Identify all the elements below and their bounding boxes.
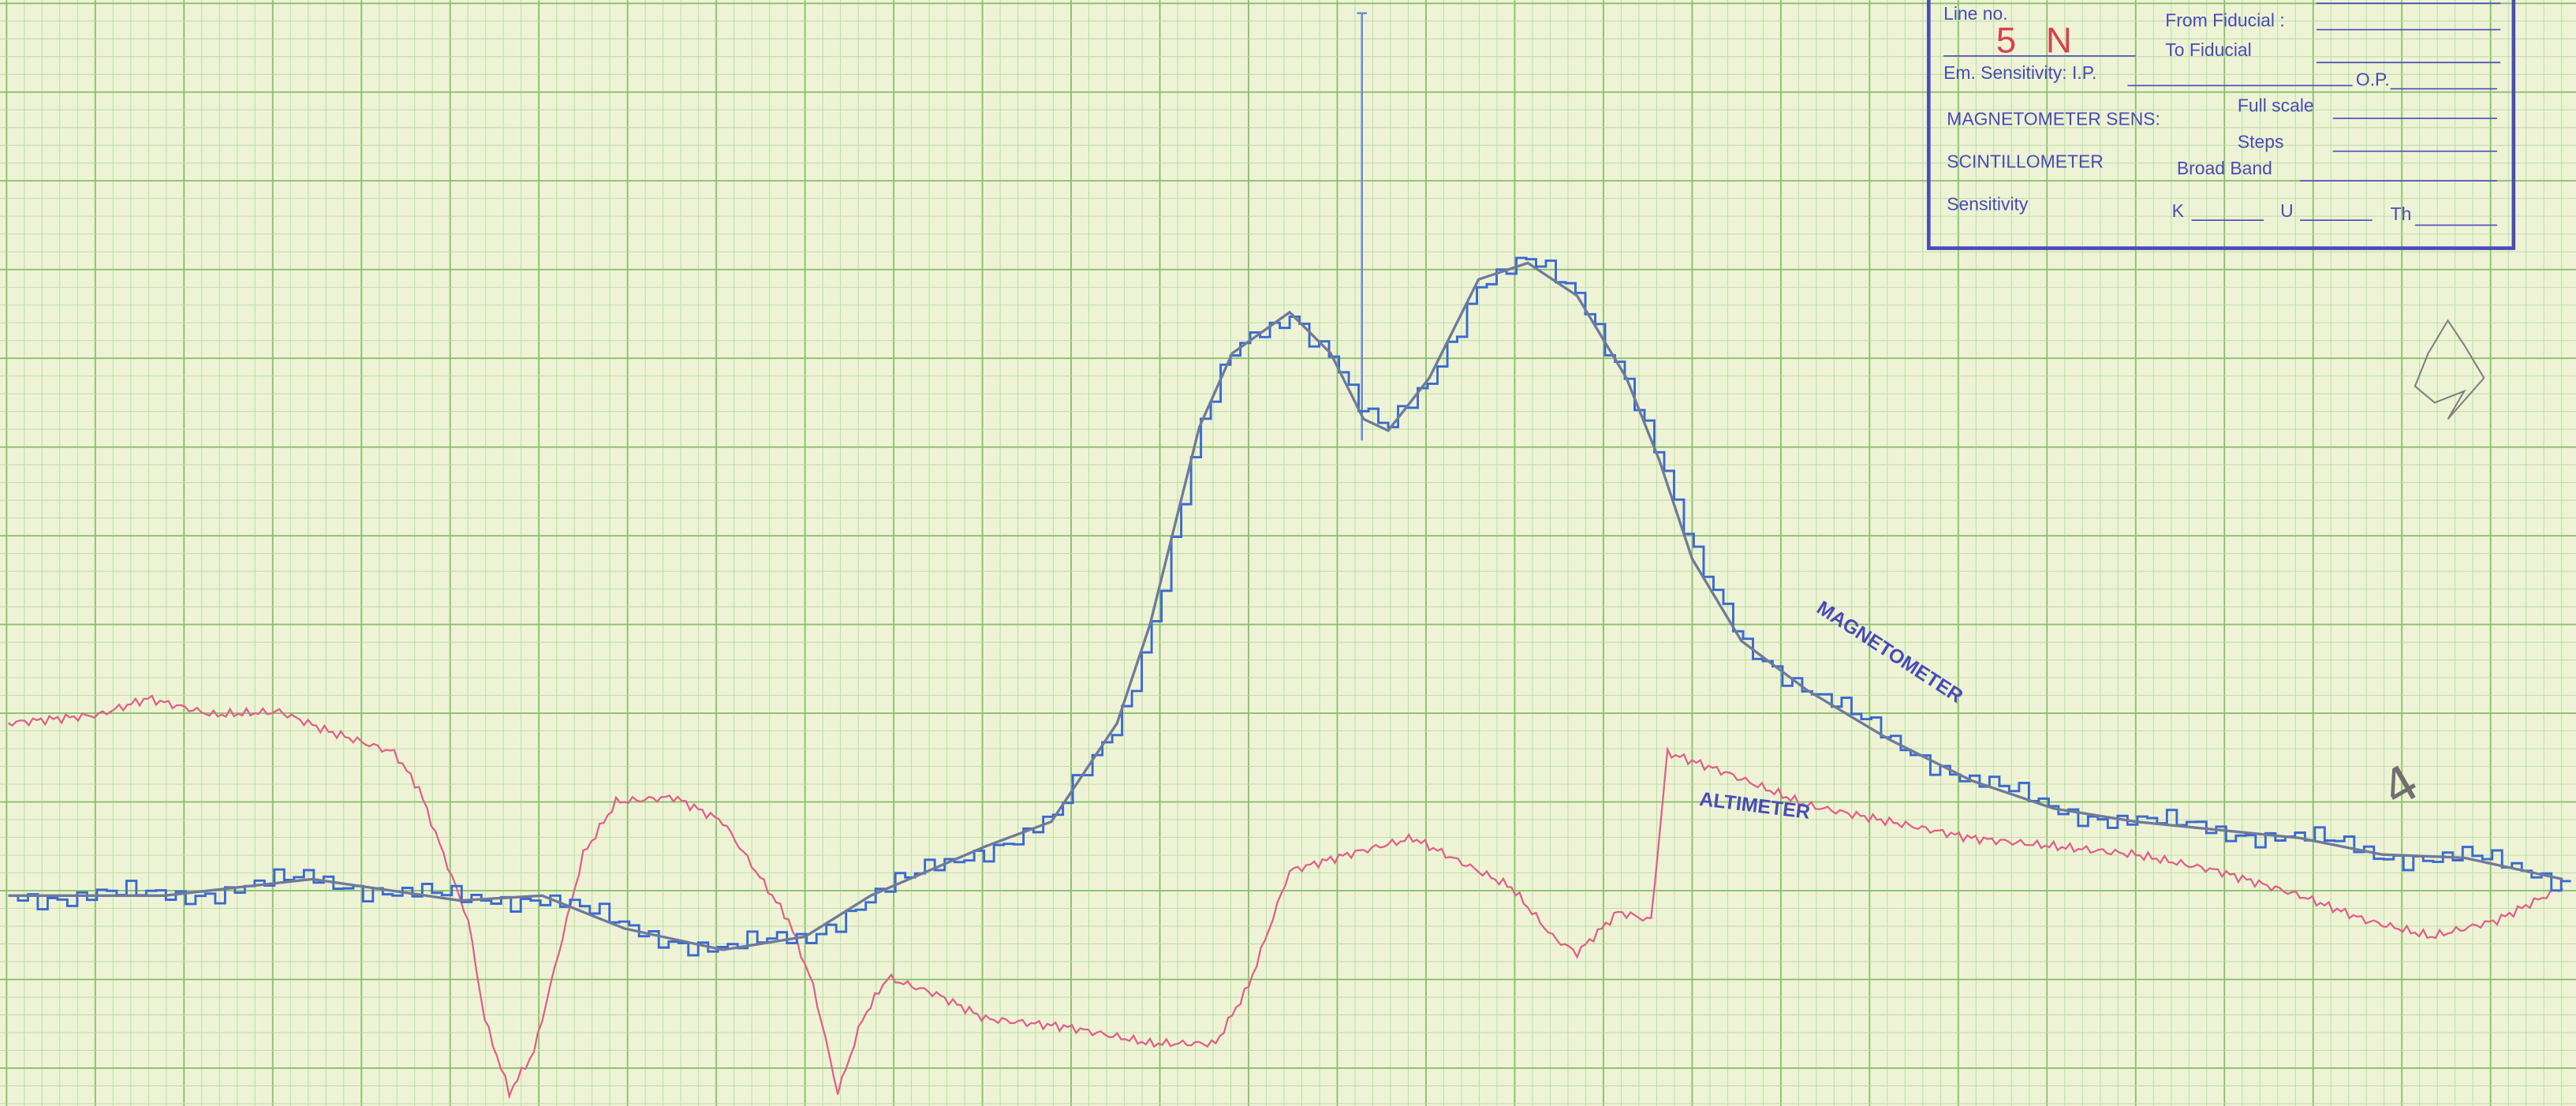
stamp-line-value: 5 N — [1996, 21, 2082, 61]
stamp-full-scale: Full scale — [2238, 95, 2314, 116]
chart-paper: MAGNETOMETER ALTIMETER 4 Line no. 5 N Fr… — [0, 0, 2576, 1106]
stamp-magnetometer-sens: MAGNETOMETER SENS: — [1947, 108, 2160, 129]
stamp-sensitivity: Sensitivity — [1947, 194, 2029, 215]
stamp-u: U — [2280, 200, 2294, 221]
stamp-th: Th — [2391, 204, 2412, 224]
page: MAGNETOMETER ALTIMETER 4 Line no. 5 N Fr… — [0, 0, 2576, 1106]
stamp-to-fiducial: To Fiducial — [2165, 39, 2252, 60]
stamp-em-sensitivity: Em. Sensitivity: I.P. — [1943, 62, 2096, 83]
stamp-broad-band: Broad Band — [2177, 158, 2272, 178]
stamp-scintillometer: SCINTILLOMETER — [1947, 151, 2104, 172]
stamp-from-fiducial: From Fiducial : — [2165, 9, 2284, 30]
stamp-steps: Steps — [2238, 132, 2284, 152]
stamp-k: K — [2172, 200, 2185, 221]
stamp-op: O.P. — [2356, 69, 2390, 89]
